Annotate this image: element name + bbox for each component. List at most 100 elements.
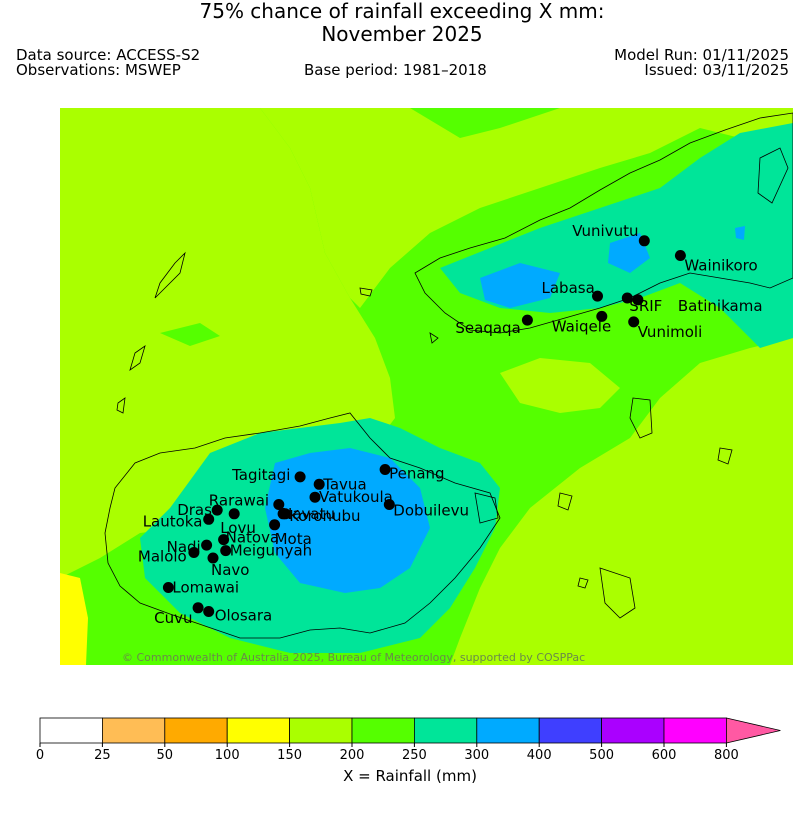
station-label: Rarawai [209,492,269,510]
contour-150-200-west [60,108,395,578]
station-label: Batinikama [678,297,763,315]
title-line-2: November 2025 [321,22,483,46]
station-label: Natova [226,529,280,547]
station-label: Navo [211,561,249,579]
station-marker [228,508,240,520]
contour-150-200-island [500,358,620,413]
colorbar-box [164,717,228,744]
station-label: Lomawai [172,579,239,597]
station-label: Waiqele [552,317,611,335]
colorbar-tick-label: 500 [589,748,614,763]
colorbar-tick-label: 200 [340,748,365,763]
station-label: Dobuilevu [393,502,469,520]
contour-300-400-north-a [480,263,560,308]
colorbar-box [538,717,603,744]
issued-label: Issued: 03/11/2025 [644,61,789,79]
colorbar: 0 25 50 100 150 200 250 300 400 500 600 800 X = Rai… [0,700,804,810]
station-label: Vatukoula [319,488,393,506]
station-marker [201,539,213,551]
contour-150-200-north [260,108,793,308]
ovalau-coast [474,492,499,524]
base-period-label: Base period: 1981–2018 [304,61,487,79]
colorbar-label: X = Rainfall (mm) [343,767,477,785]
station-marker [379,464,391,475]
station-label: Navatu [281,505,335,523]
colorbar-box [601,717,665,744]
station-marker [192,602,204,614]
station-label: Wainikoro [684,257,757,275]
station-label: Tagitagi [231,466,290,484]
colorbar-tick-label: 600 [652,748,677,763]
station-marker [674,250,686,261]
vanua-levu-coast [414,112,793,334]
data-source-label: Data source: ACCESS-S2 [16,46,201,64]
colorbar-ticks: 0 25 50 100 150 200 250 300 400 500 600 800 [36,743,739,763]
contour-150-200-east [450,338,793,665]
koro-coast [629,397,653,439]
colorbar-tick-label: 0 [36,748,44,763]
station-label: Lovu [220,519,256,537]
station-marker [273,499,285,510]
station-marker [269,519,281,531]
station-marker [383,499,395,510]
station-marker [207,552,219,564]
title-line-1: 75% chance of rainfall exceeding X mm: [199,0,605,23]
station-marker [279,508,291,520]
station-label: Mota [275,530,312,548]
observations-label: Observations: MSWEP [16,61,181,79]
viti-levu-coast [104,412,501,639]
station-label: Cuvu [154,609,192,627]
station-marker [220,545,232,557]
station-marker [203,606,215,617]
station-marker [521,314,533,326]
coastlines [104,112,793,639]
station-marker [596,310,608,322]
taveuni-coast [757,147,789,204]
contour-300-400-south [265,448,430,593]
station-label: Seaqaqa [455,319,520,337]
station-label: Malolo [138,548,187,566]
colorbar-tick-label: 800 [714,748,739,763]
contour-100-150-sw [60,573,88,665]
colorbar-tick-label: 100 [215,748,240,763]
colorbar-box [413,717,478,744]
station-label: Vunivutu [572,222,638,240]
colorbar-arrow [726,717,781,744]
colorbar-tick-label: 250 [402,748,427,763]
colorbar-boxes [39,717,781,744]
gau-coast [557,492,573,511]
kadavu-coast [599,567,636,619]
station-label: Meigunyah [230,542,312,560]
colorbar-tick-label: 400 [527,748,552,763]
station-marker [309,491,321,503]
station-marker [638,235,650,247]
station-label: Tavua [322,475,366,493]
station-marker [162,582,174,593]
station-marker [621,292,633,304]
station-marker [218,534,230,546]
colorbar-tick-label: 300 [464,748,489,763]
rainfall-map: Vunivutu Wainikoro Labasa SRIF Batinikama Wai… [60,108,793,665]
station-label: Labasa [542,279,595,297]
station-marker [203,513,215,525]
lau-islands [577,447,733,589]
colorbar-box [102,717,166,744]
colorbar-tick-label: 150 [277,748,302,763]
station-marker [592,290,603,302]
colorbar-box [663,717,727,744]
northwest-islets [359,287,439,344]
station-label: Olosara [215,607,273,625]
colorbar-box [289,717,353,744]
colorbar-box [351,717,415,744]
station-marker [211,504,223,516]
station-marker [294,471,306,483]
contour-300-400-north-c [735,226,745,240]
station-label: Penang [389,465,444,483]
model-run-label: Model Run: 01/11/2025 [614,46,789,64]
colorbar-tick-label: 50 [157,748,174,763]
station-marker [313,478,325,490]
station-marker [632,294,644,306]
colorbar-box [226,717,290,744]
copyright-text: © Commonwealth of Australia 2025, Bureau… [122,651,585,664]
